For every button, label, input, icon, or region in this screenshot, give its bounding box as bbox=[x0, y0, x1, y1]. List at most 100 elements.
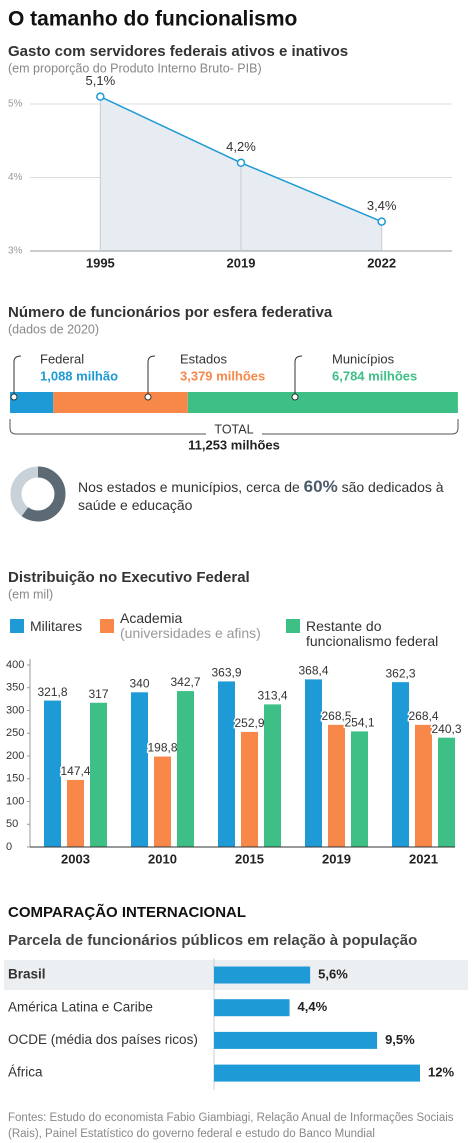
bar bbox=[177, 691, 194, 847]
legend-note: (universidades e afins) bbox=[120, 625, 261, 641]
donut-text: Nos estados e municípios, cerca de 60% s… bbox=[78, 478, 458, 514]
bar bbox=[214, 999, 290, 1017]
y-tick-label: 200 bbox=[6, 750, 24, 762]
value-label: 6,784 milhões bbox=[332, 368, 417, 383]
x-tick-label: 2021 bbox=[409, 851, 438, 866]
legend-label: Estados bbox=[180, 351, 227, 366]
value-label: 362,3 bbox=[385, 666, 415, 680]
y-tick-label: 4% bbox=[8, 172, 23, 183]
value-label: 147,4 bbox=[60, 764, 90, 778]
y-tick-label: 400 bbox=[6, 659, 24, 671]
category-label: OCDE (média dos países ricos) bbox=[8, 1032, 198, 1047]
connector-dot bbox=[144, 393, 152, 401]
value-label: 268,4 bbox=[408, 709, 438, 723]
bar bbox=[392, 682, 409, 847]
value-label: 252,9 bbox=[234, 716, 264, 730]
text: Nos estados e municípios, cerca de bbox=[78, 479, 300, 495]
point bbox=[236, 158, 246, 168]
point bbox=[377, 217, 386, 226]
point bbox=[96, 92, 105, 101]
bar bbox=[438, 737, 455, 847]
value-label: 240,3 bbox=[431, 722, 461, 736]
y-tick-label: 3% bbox=[8, 246, 23, 257]
value-label: 268,5 bbox=[321, 709, 351, 723]
bar bbox=[214, 1064, 420, 1082]
bar bbox=[214, 966, 311, 984]
chart-subtitle: (em mil) bbox=[8, 587, 53, 601]
chart-title: Gasto com servidores federais ativos e i… bbox=[8, 43, 348, 60]
bar bbox=[44, 700, 61, 847]
legend-label: Academia bbox=[120, 610, 183, 626]
connector-dot bbox=[291, 393, 299, 401]
y-tick-label: 300 bbox=[6, 704, 24, 716]
connector bbox=[294, 355, 303, 397]
connector bbox=[147, 355, 156, 397]
bar bbox=[131, 692, 148, 847]
value-label: 3,379 milhões bbox=[180, 368, 265, 383]
value-label: 198,8 bbox=[147, 741, 177, 755]
y-tick-label: 100 bbox=[6, 795, 24, 807]
bar bbox=[154, 756, 171, 847]
value-label: 342,7 bbox=[170, 675, 200, 689]
legend-swatch bbox=[10, 619, 24, 633]
bar-segment bbox=[10, 392, 54, 413]
bar-segment bbox=[187, 392, 458, 413]
chart-title: Distribuição no Executivo Federal bbox=[8, 569, 250, 586]
x-tick-label: 2010 bbox=[148, 851, 177, 866]
bar bbox=[415, 724, 432, 847]
bar bbox=[351, 731, 368, 847]
category-label: Brasil bbox=[8, 967, 46, 982]
bar bbox=[214, 1031, 378, 1049]
bar bbox=[218, 681, 235, 847]
value-label: 4,2% bbox=[226, 139, 256, 154]
x-tick-label: 2019 bbox=[322, 851, 351, 866]
text: são dedicados à saúde e educação bbox=[78, 479, 444, 513]
y-tick-label: 350 bbox=[6, 682, 24, 694]
bar-segment bbox=[53, 392, 188, 413]
value-label: 254,1 bbox=[344, 716, 374, 730]
value-label: 340 bbox=[129, 676, 149, 690]
value-label: 5,1% bbox=[86, 73, 116, 88]
legend-entry: Militares bbox=[30, 619, 190, 634]
value-label: 368,4 bbox=[298, 664, 328, 678]
value-label: 317 bbox=[88, 687, 108, 701]
value-label: 3,4% bbox=[367, 198, 397, 213]
legend-swatch bbox=[100, 619, 114, 633]
category-label: África bbox=[8, 1065, 43, 1080]
legend-swatch bbox=[286, 619, 300, 633]
value-label: 321,8 bbox=[37, 685, 67, 699]
y-tick-label: 0 bbox=[6, 841, 12, 853]
chart-title: Parcela de funcionários públicos em rela… bbox=[8, 932, 417, 949]
value-label: 5,6% bbox=[318, 966, 348, 981]
section-title: COMPARAÇÃO INTERNACIONAL bbox=[8, 903, 246, 921]
donut-arc bbox=[10, 466, 66, 522]
x-tick-label: 2022 bbox=[367, 255, 396, 270]
y-tick-label: 50 bbox=[6, 818, 18, 830]
bar bbox=[328, 724, 345, 847]
highlight-value: 60% bbox=[303, 477, 338, 496]
chart-subtitle: (dados de 2020) bbox=[8, 322, 99, 336]
value-label: 9,5% bbox=[385, 1032, 415, 1047]
x-tick-label: 1995 bbox=[86, 255, 115, 270]
bar bbox=[305, 679, 322, 847]
total-label: TOTAL bbox=[214, 422, 253, 436]
value-label: 4,4% bbox=[298, 999, 328, 1014]
y-tick-label: 250 bbox=[6, 727, 24, 739]
bar bbox=[264, 704, 281, 847]
legend-label: Militares bbox=[30, 618, 83, 634]
y-tick-label: 150 bbox=[6, 773, 24, 785]
bar bbox=[90, 702, 107, 847]
x-tick-label: 2019 bbox=[227, 255, 256, 270]
source: Fontes: Estudo do economista Fabio Giamb… bbox=[8, 1112, 454, 1140]
chart-title: Número de funcionários por esfera federa… bbox=[8, 304, 333, 321]
legend-label: Federal bbox=[40, 351, 84, 366]
legend-label: Municípios bbox=[332, 351, 395, 366]
x-tick-label: 2003 bbox=[61, 851, 90, 866]
bar bbox=[241, 731, 258, 847]
page-title: O tamanho do funcionalismo bbox=[8, 8, 297, 31]
chart-subtitle: (em proporção do Produto Interno Bruto- … bbox=[8, 61, 262, 75]
total-value: 11,253 milhões bbox=[188, 437, 280, 452]
x-tick-label: 2015 bbox=[235, 851, 264, 866]
